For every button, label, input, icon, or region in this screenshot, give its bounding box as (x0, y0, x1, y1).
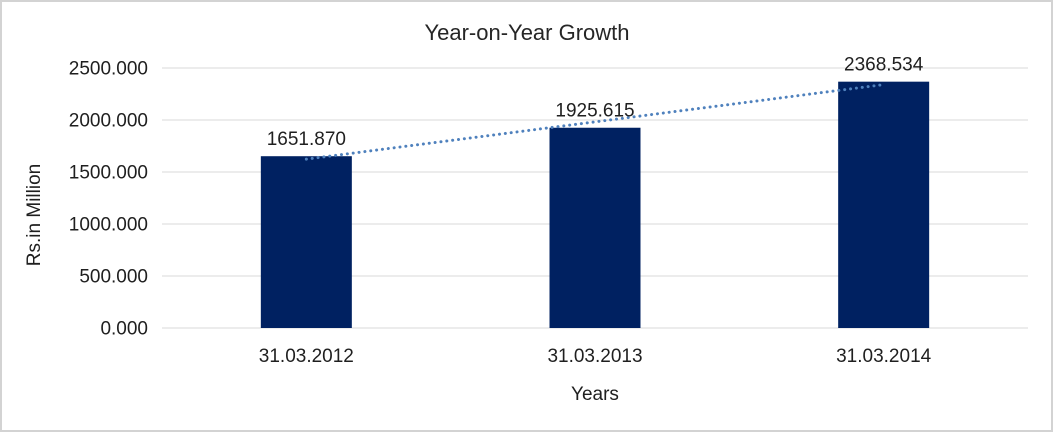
bar (549, 127, 641, 328)
bar (838, 81, 930, 329)
x-tick-label: 31.03.2012 (259, 346, 354, 367)
trendline (304, 83, 886, 161)
bar-data-label: 1651.870 (267, 129, 346, 150)
y-tick-label: 0.000 (100, 319, 148, 340)
x-tick-label: 31.03.2013 (547, 346, 642, 367)
x-tick-label: 31.03.2014 (836, 346, 932, 367)
y-tick-label: 2500.000 (69, 59, 148, 80)
data-labels: 1651.870 1925.615 2368.534 (267, 55, 924, 151)
y-axis-title: Rs.in Million (24, 164, 45, 266)
bar-data-label: 2368.534 (844, 55, 924, 76)
chart-title: Year-on-Year Growth (424, 20, 629, 45)
y-tick-label: 1000.000 (69, 215, 148, 236)
y-axis-tick-labels: 0.000 500.000 1000.000 1500.000 2000.000 2500… (69, 59, 148, 340)
bar-series (260, 81, 930, 329)
x-axis-tick-labels: 31.03.2012 31.03.2013 31.03.2014 (259, 346, 932, 367)
trendline-group (304, 83, 886, 161)
bar-data-label: 1925.615 (555, 101, 634, 122)
y-tick-label: 500.000 (79, 267, 148, 288)
y-tick-label: 2000.000 (69, 111, 148, 132)
y-tick-label: 1500.000 (69, 163, 148, 184)
x-axis-title: Years (571, 384, 619, 405)
bar (260, 156, 352, 328)
